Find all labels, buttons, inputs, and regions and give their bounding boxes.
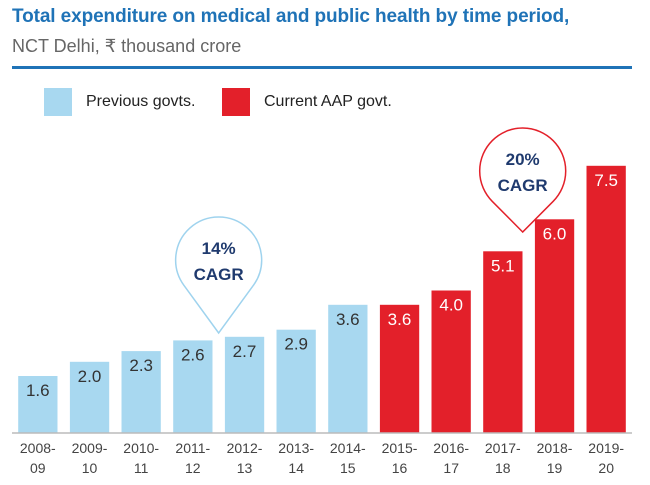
bar-2012-13 — [224, 336, 265, 433]
x-tick-label: 2018- — [537, 440, 573, 456]
x-tick-label: 2013- — [278, 440, 314, 456]
bar-value-label: 6.0 — [543, 224, 567, 243]
bar-value-label: 2.3 — [129, 356, 153, 375]
bar-value-label: 2.0 — [78, 367, 102, 386]
x-tick-label: 13 — [237, 460, 253, 476]
bar-value-label: 7.5 — [594, 171, 618, 190]
x-tick-label: 2019- — [588, 440, 624, 456]
bar-value-label: 2.9 — [284, 335, 308, 354]
bar-value-label: 2.6 — [181, 345, 205, 364]
bar-value-label: 2.7 — [233, 342, 257, 361]
bar-2010-11 — [121, 351, 161, 433]
cagr-callout-current-label: CAGR — [498, 176, 548, 195]
bar-2013-14 — [276, 329, 316, 433]
bar-2019-20 — [586, 165, 626, 434]
legend-item-previous-govts: Previous govts. — [44, 88, 195, 116]
x-tick-label: 16 — [392, 460, 408, 476]
x-tick-label: 10 — [82, 460, 98, 476]
x-tick-label: 17 — [443, 460, 459, 476]
x-tick-label: 18 — [495, 460, 511, 476]
legend-item-current-aap-govt: Current AAP govt. — [222, 88, 392, 116]
x-tick-label: 20 — [598, 460, 614, 476]
legend-label-previous-govts: Previous govts. — [86, 93, 196, 110]
x-tick-label: 14 — [288, 460, 304, 476]
bar-2011-12 — [173, 340, 213, 433]
title-divider — [12, 66, 632, 69]
bar-value-label: 1.6 — [26, 381, 50, 400]
legend-swatch-current-aap-govt — [222, 88, 250, 116]
cagr-callout-current-percent: 20% — [506, 150, 540, 169]
x-tick-label: 15 — [340, 460, 356, 476]
x-tick-label: 2015- — [382, 440, 418, 456]
bar-2008-09 — [18, 376, 58, 433]
x-tick-label: 12 — [185, 460, 201, 476]
bar-2018-19 — [534, 219, 575, 434]
chart-subtitle: NCT Delhi, ₹ thousand crore — [12, 36, 242, 56]
x-tick-label: 2014- — [330, 440, 366, 456]
bar-value-label: 4.0 — [439, 296, 463, 315]
x-tick-label: 19 — [547, 460, 563, 476]
bar-value-label: 3.6 — [388, 310, 412, 329]
x-tick-label: 2011- — [175, 440, 210, 456]
cagr-callout-previous-label: CAGR — [194, 265, 244, 284]
x-tick-label: 2010- — [123, 440, 159, 456]
x-tick-label: 2009- — [72, 440, 108, 456]
legend-swatch-previous-govts — [44, 88, 72, 116]
bar-2009-10 — [69, 361, 110, 434]
cagr-callout-current — [478, 127, 567, 234]
chart-title: Total expenditure on medical and public … — [12, 6, 570, 27]
bar-2014-15 — [328, 304, 368, 434]
x-tick-label: 2008- — [20, 440, 56, 456]
x-tick-label: 2016- — [433, 440, 469, 456]
bar-2016-17 — [431, 290, 471, 433]
legend-label-current-aap-govt: Current AAP govt. — [264, 93, 392, 110]
x-tick-label: 09 — [30, 460, 46, 476]
cagr-callout-previous — [174, 216, 263, 335]
bar-2015-16 — [379, 304, 420, 434]
bar-value-label: 3.6 — [336, 310, 360, 329]
bar-2017-18 — [483, 251, 523, 433]
x-tick-label: 2012- — [227, 440, 263, 456]
x-tick-label: 11 — [134, 460, 149, 476]
bar-value-label: 5.1 — [491, 256, 515, 275]
x-tick-label: 2017- — [485, 440, 521, 456]
cagr-callout-previous-percent: 14% — [202, 239, 236, 258]
